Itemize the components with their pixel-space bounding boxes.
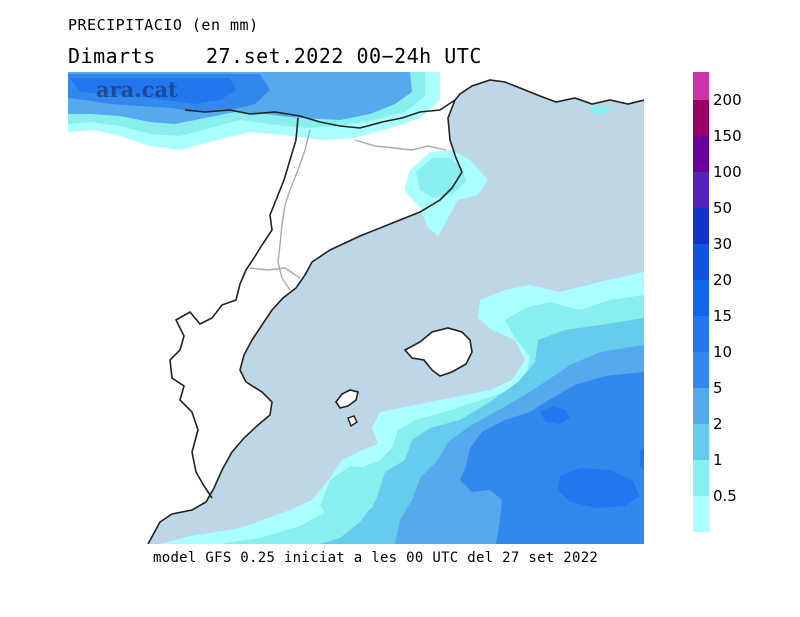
model-footer: model GFS 0.25 iniciat a les 00 UTC del …	[153, 550, 599, 566]
legend-swatch	[693, 496, 709, 532]
legend-label: 20	[713, 271, 733, 289]
legend-label: 5	[713, 379, 723, 397]
legend-label: 200	[713, 91, 742, 109]
legend-swatch	[693, 244, 709, 280]
legend-swatch	[693, 316, 709, 352]
legend-label: 10	[713, 343, 733, 361]
map-subtitle: Dimarts 27.set.2022 00−24h UTC	[68, 44, 482, 68]
legend-swatch	[693, 388, 709, 424]
regional-borders	[249, 129, 447, 291]
legend-label: 0.5	[713, 487, 737, 505]
map-title: PRECIPITACIO (en mm)	[68, 16, 259, 34]
legend-swatch	[693, 424, 709, 460]
legend-label: 50	[713, 199, 733, 217]
national-border	[184, 99, 456, 129]
legend-swatch	[693, 280, 709, 316]
precipitation-shading	[68, 72, 644, 544]
legend-swatch	[693, 136, 709, 172]
mallorca-island	[403, 327, 473, 377]
legend-label: 150	[713, 127, 742, 145]
france-coastline	[454, 79, 644, 105]
legend-swatch	[693, 72, 709, 100]
legend-label: 2	[713, 415, 723, 433]
legend-swatch	[693, 172, 709, 208]
precipitation-map	[68, 72, 644, 544]
legend-swatch	[693, 100, 709, 136]
ibiza-island	[335, 389, 359, 409]
france-coast-land	[455, 72, 644, 104]
legend-label: 30	[713, 235, 733, 253]
legend-label: 1	[713, 451, 723, 469]
interior-border	[169, 117, 299, 499]
legend-swatch	[693, 352, 709, 388]
coastline	[147, 99, 463, 544]
legend-swatch	[693, 208, 709, 244]
legend-label: 100	[713, 163, 742, 181]
legend-swatch	[693, 460, 709, 496]
legend-label: 15	[713, 307, 733, 325]
formentera-island	[347, 415, 358, 428]
mainland-iberia	[68, 72, 462, 544]
aracat-watermark-logo: ara.cat	[96, 77, 178, 102]
